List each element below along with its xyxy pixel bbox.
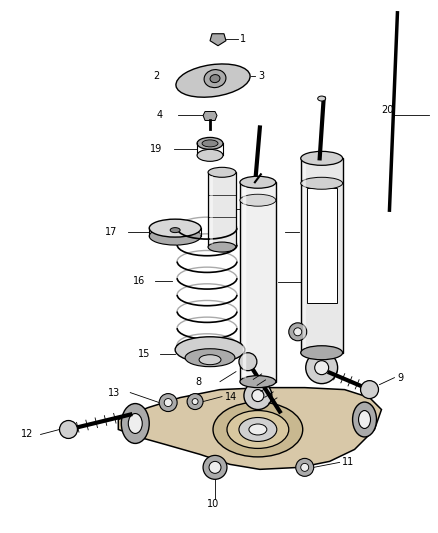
Ellipse shape [227,410,289,448]
Circle shape [164,399,172,407]
Ellipse shape [197,149,223,161]
Ellipse shape [149,227,201,245]
Text: 14: 14 [225,392,237,401]
Text: 5: 5 [323,277,329,287]
Text: 4: 4 [156,110,162,120]
Circle shape [296,458,314,477]
Circle shape [244,382,272,409]
Ellipse shape [210,75,220,83]
Ellipse shape [202,140,218,147]
Text: 19: 19 [150,144,162,155]
Circle shape [294,328,302,336]
Polygon shape [208,172,236,247]
Text: 6: 6 [262,227,268,237]
Text: 10: 10 [207,499,219,509]
Circle shape [209,462,221,473]
Circle shape [314,361,328,375]
Circle shape [301,463,309,471]
Polygon shape [210,34,226,46]
Ellipse shape [197,138,223,149]
Polygon shape [118,387,381,470]
Circle shape [187,393,203,409]
Ellipse shape [208,242,236,252]
Ellipse shape [185,349,235,367]
Circle shape [203,455,227,479]
Circle shape [306,352,338,384]
Ellipse shape [149,219,201,237]
Ellipse shape [170,228,180,232]
Text: 13: 13 [108,387,120,398]
Circle shape [192,399,198,405]
Ellipse shape [240,176,276,188]
Circle shape [239,353,257,370]
Text: 7: 7 [332,327,338,337]
Text: 17: 17 [106,227,118,237]
Ellipse shape [301,151,343,165]
Text: 1: 1 [240,34,246,44]
Circle shape [60,421,78,439]
Ellipse shape [301,346,343,360]
Polygon shape [203,111,217,120]
Ellipse shape [176,64,250,97]
Circle shape [159,393,177,411]
Polygon shape [301,158,343,353]
Text: 18: 18 [260,204,272,214]
Ellipse shape [199,355,221,365]
Ellipse shape [359,410,371,429]
Text: 16: 16 [133,276,145,286]
Circle shape [252,390,264,401]
Polygon shape [307,188,337,303]
Text: 11: 11 [342,457,354,467]
Ellipse shape [318,96,326,101]
Ellipse shape [249,424,267,435]
Ellipse shape [240,376,276,387]
Text: 3: 3 [258,70,264,80]
Text: 8: 8 [195,377,201,386]
Circle shape [289,323,307,341]
Ellipse shape [240,194,276,206]
Ellipse shape [353,402,377,437]
Circle shape [360,381,378,399]
Ellipse shape [128,414,142,433]
Ellipse shape [204,70,226,87]
Ellipse shape [121,403,149,443]
Ellipse shape [239,417,277,441]
Text: 12: 12 [21,430,33,440]
Text: 9: 9 [397,373,403,383]
Polygon shape [240,182,276,382]
Ellipse shape [175,337,245,362]
Ellipse shape [208,167,236,177]
Ellipse shape [213,402,303,457]
Text: 20: 20 [381,106,394,116]
Ellipse shape [301,177,343,189]
Text: 2: 2 [153,70,159,80]
Text: 15: 15 [138,349,151,359]
